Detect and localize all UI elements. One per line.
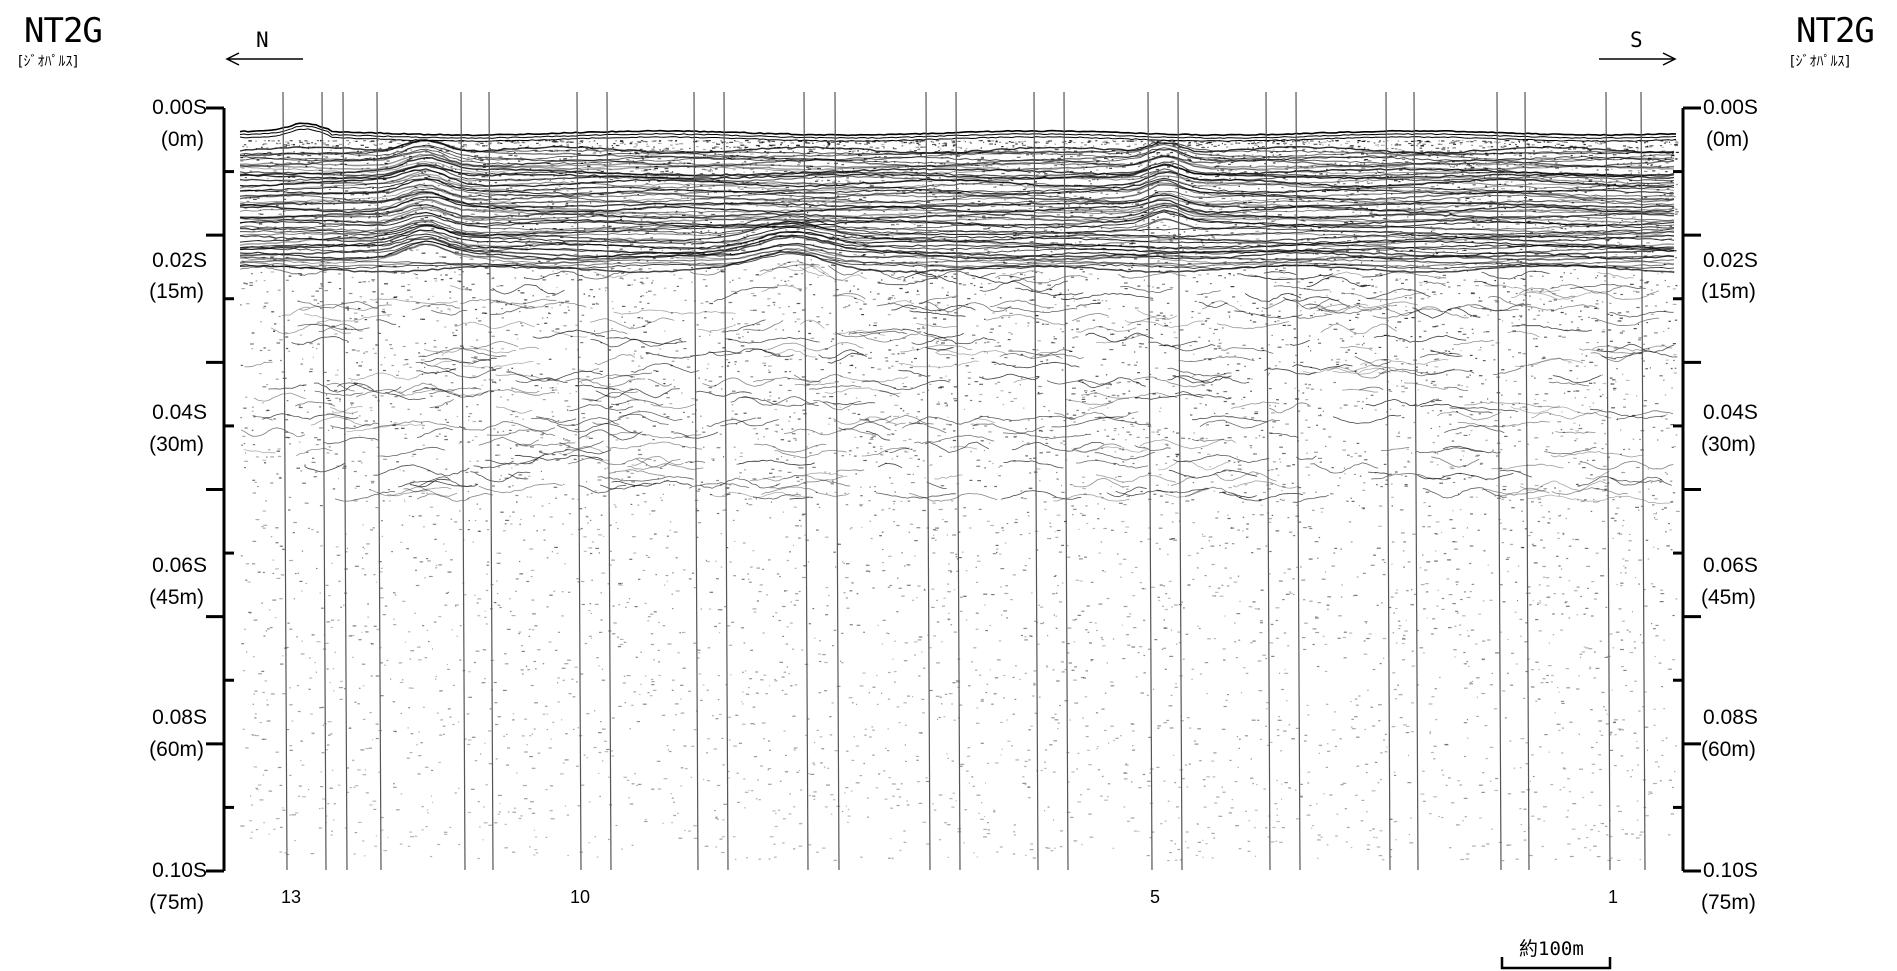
left-depth-label: (60m) [149, 738, 204, 761]
fix-mark-line [342, 91, 348, 871]
right-depth-label: (60m) [1701, 738, 1756, 761]
fix-mark-line [1147, 91, 1153, 871]
fix-mark-line [803, 91, 809, 871]
fix-mark-line [376, 91, 382, 871]
scale-bar-label: 約100m [1519, 938, 1584, 960]
left-depth-label: (30m) [149, 433, 204, 456]
fix-mark-line [576, 91, 582, 871]
right-profile-title: NT2G [1796, 11, 1875, 51]
shotpoint-label: 5 [1150, 887, 1161, 907]
right-depth-label: (45m) [1701, 586, 1756, 609]
right-depth-label: (15m) [1701, 280, 1756, 303]
right-time-label: 0.04S [1703, 401, 1758, 424]
fix-mark-line [1295, 91, 1301, 871]
fix-mark-line [606, 91, 612, 871]
right-time-label: 0.02S [1703, 249, 1758, 272]
shotpoint-label: 1 [1608, 887, 1619, 907]
fix-mark-line [1413, 91, 1419, 871]
left-depth-label: (45m) [149, 586, 204, 609]
fix-mark-line [1385, 91, 1391, 871]
right-arrow-icon [1599, 52, 1677, 66]
south-label: S [1630, 28, 1643, 52]
right-time-label: 0.08S [1703, 706, 1758, 729]
right-time-label: 0.06S [1703, 554, 1758, 577]
fix-mark-line [1605, 91, 1611, 871]
left-profile-subtitle: [ｼﾞｵﾊﾟﾙｽ] [18, 54, 78, 70]
fix-mark-line [925, 91, 931, 871]
fix-mark-line [955, 91, 961, 871]
fix-mark-line [723, 91, 729, 871]
shotpoint-label: 13 [281, 887, 302, 907]
left-depth-label: (75m) [149, 891, 204, 914]
right-time-label: 0.10S [1703, 859, 1758, 882]
fix-mark-line [1177, 91, 1183, 871]
right-time-label: 0.00S [1703, 96, 1758, 119]
fix-mark-line [693, 91, 699, 871]
left-time-label: 0.00S [152, 96, 207, 119]
left-profile-title: NT2G [24, 11, 103, 51]
fix-mark-line [460, 91, 466, 871]
left-time-label: 0.04S [152, 401, 207, 424]
right-depth-label: (0m) [1706, 128, 1750, 151]
fix-mark-line [321, 91, 327, 871]
left-depth-label: (15m) [149, 280, 204, 303]
fix-mark-line [1524, 91, 1530, 871]
north-label: N [256, 28, 269, 52]
fix-mark-line [1063, 91, 1069, 871]
left-time-label: 0.10S [152, 859, 207, 882]
right-profile-subtitle: [ｼﾞｵﾊﾟﾙｽ] [1790, 54, 1850, 70]
left-arrow-icon [225, 52, 303, 66]
right-depth-label: (30m) [1701, 433, 1756, 456]
fix-mark-line [1496, 91, 1502, 871]
scale-bar [1500, 957, 1612, 970]
fix-mark-line [282, 91, 288, 871]
left-depth-label: (0m) [160, 128, 204, 151]
right-depth-label: (75m) [1701, 891, 1756, 914]
left-time-label: 0.08S [152, 706, 207, 729]
fix-mark-line [1640, 91, 1646, 871]
left-time-label: 0.06S [152, 554, 207, 577]
fix-mark-line [488, 91, 494, 871]
fix-mark-line [834, 91, 840, 871]
fix-mark-line [1265, 91, 1271, 871]
fix-mark-line [1033, 91, 1039, 871]
shotpoint-label: 10 [570, 887, 591, 907]
left-time-label: 0.02S [152, 249, 207, 272]
